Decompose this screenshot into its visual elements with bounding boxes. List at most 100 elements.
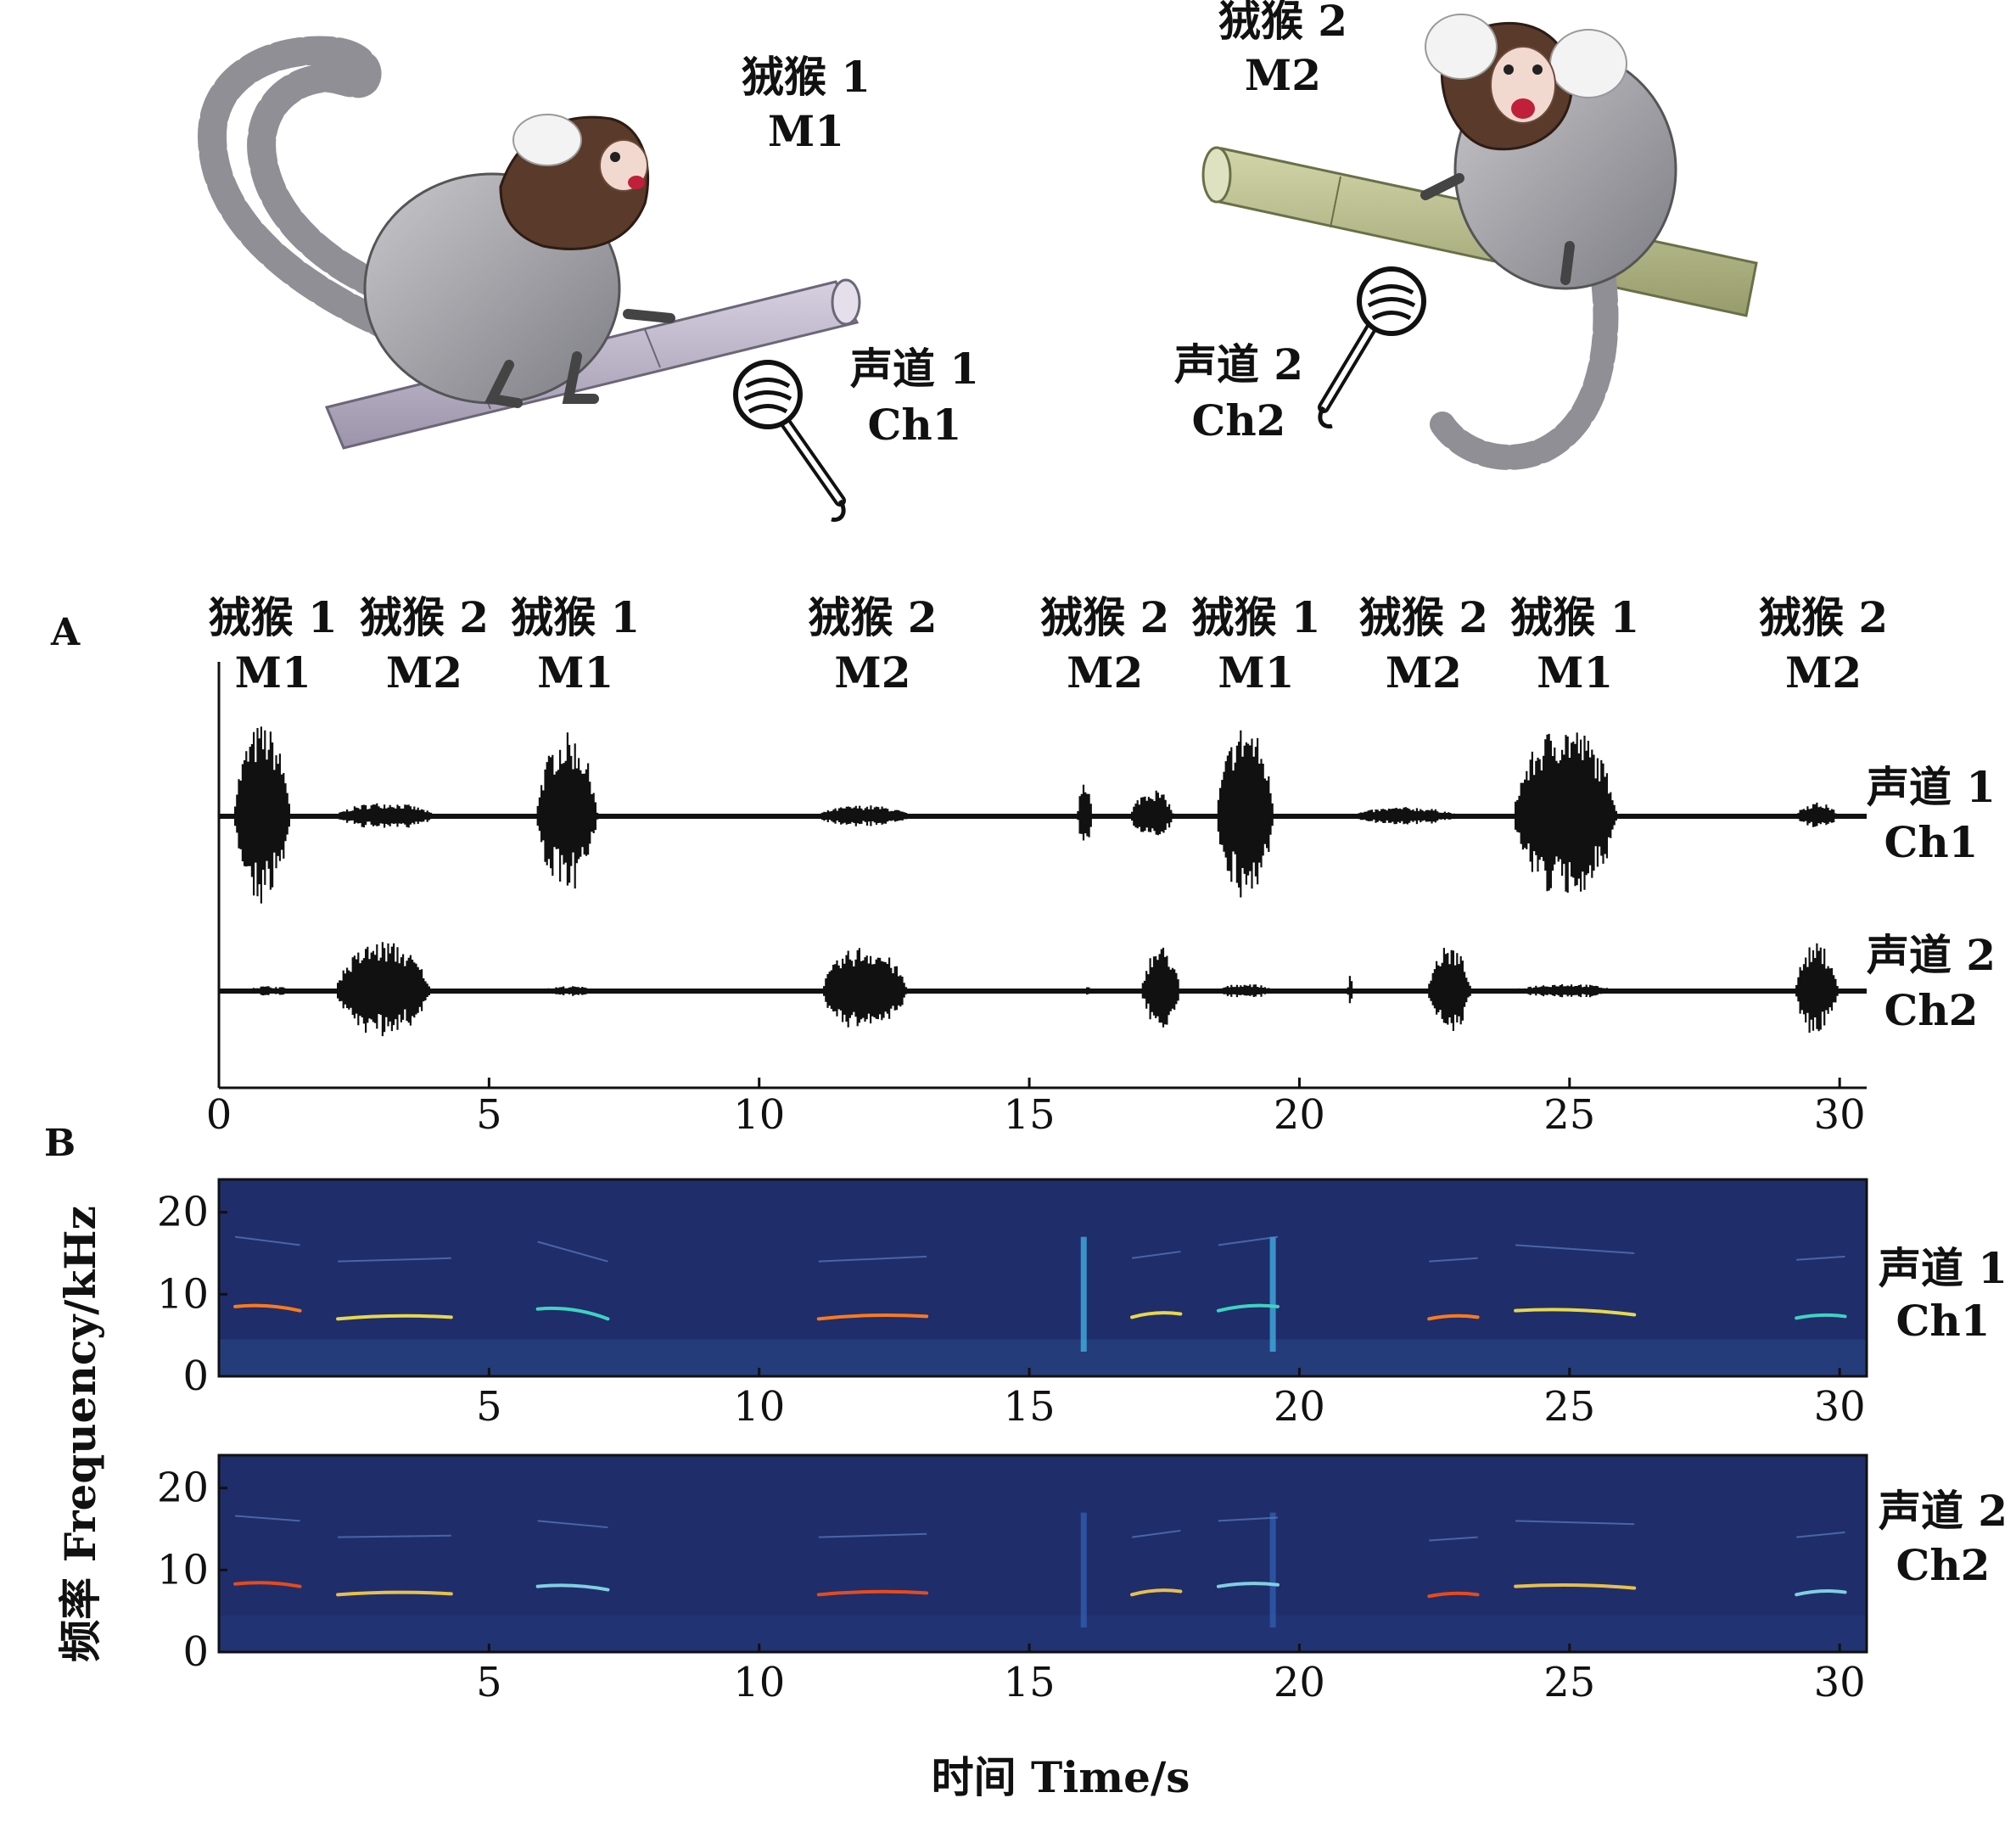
call-harmonic-8 — [1796, 1255, 1845, 1261]
panel-a-x-tick-15: 15 — [1004, 1091, 1056, 1139]
monkey-2-code: M2 — [1245, 50, 1321, 100]
call-contour-1 — [336, 1313, 453, 1321]
call-burst-4 — [1082, 987, 1094, 995]
panel-b-x-tick-15: 15 — [1004, 1383, 1056, 1431]
panel-a-x-tick-5: 5 — [476, 1091, 502, 1139]
panel-b-x-tick-30: 30 — [1814, 1659, 1866, 1706]
monkey-2-illustration — [1420, 14, 1677, 470]
call-contour-3 — [816, 1589, 929, 1597]
call-harmonic-5 — [1218, 1516, 1279, 1522]
monkey-2-name: 狨猴 2 — [1218, 0, 1347, 46]
call-harmonic-7 — [1515, 1244, 1635, 1254]
panel-b-x-tick-25: 25 — [1543, 1383, 1595, 1431]
call-contour-4 — [1130, 1311, 1183, 1319]
call-harmonic-0 — [234, 1235, 300, 1246]
call-harmonic-4 — [1131, 1529, 1181, 1538]
panel-b-x-tick-10: 10 — [733, 1659, 785, 1706]
illustration: 狨猴 1 M1 狨猴 2 M2 声道 1 Ch1 声道 2 Ch2 — [197, 0, 1758, 523]
call-harmonic-0 — [235, 1515, 300, 1522]
caller-code-2: M1 — [537, 647, 613, 697]
call-contour-5 — [1216, 1582, 1280, 1588]
call-burst-0 — [234, 726, 300, 904]
monkey-1-code: M1 — [768, 106, 844, 156]
panel-a-ch1-name: 声道 1 — [1867, 762, 1996, 812]
panel-a-x-tick-20: 20 — [1274, 1091, 1325, 1139]
call-burst-4 — [1077, 784, 1095, 841]
broadband-transient-0 — [1080, 1512, 1087, 1627]
waveform-ch2 — [219, 942, 1867, 1037]
call-burst-1 — [337, 942, 445, 1037]
call-contour-6 — [1427, 1591, 1480, 1599]
call-contour-7 — [1514, 1308, 1637, 1317]
call-contour-7 — [1514, 1583, 1637, 1590]
panel-a-label: A — [50, 611, 81, 654]
broadband-transient-1 — [1269, 1236, 1276, 1352]
call-contour-8 — [1795, 1313, 1847, 1320]
caller-name-8: 狨猴 2 — [1759, 592, 1888, 642]
caller-name-4: 狨猴 2 — [1040, 592, 1169, 642]
caller-code-5: M1 — [1218, 647, 1294, 697]
caller-name-6: 狨猴 2 — [1359, 592, 1488, 642]
call-contour-2 — [535, 1583, 610, 1592]
panel-b-y-tick-10: 10 — [157, 1546, 209, 1594]
panel-a-x-tick-30: 30 — [1814, 1091, 1866, 1139]
call-burst-3 — [817, 805, 927, 826]
call-harmonic-6 — [1429, 1257, 1478, 1263]
panel-a-x-tick-0: 0 — [206, 1091, 232, 1139]
panel-b-x-label: 时间 Time/s — [932, 1752, 1190, 1802]
call-burst-8 — [1515, 732, 1634, 893]
caller-name-5: 狨猴 1 — [1191, 592, 1320, 642]
mic-2-code: Ch2 — [1192, 395, 1286, 445]
panel-b-y-label: 频率 Frequency/kHz — [55, 1206, 105, 1662]
call-burst-5 — [1141, 947, 1187, 1028]
caller-name-7: 狨猴 1 — [1510, 592, 1639, 642]
caller-code-4: M2 — [1067, 647, 1143, 697]
panel-b-ch1-name: 声道 1 — [1879, 1243, 2008, 1293]
call-harmonic-3 — [818, 1255, 927, 1263]
waveforms — [219, 726, 1867, 1037]
panel-b-y-tick-20: 20 — [157, 1465, 209, 1512]
call-burst-3 — [823, 948, 922, 1028]
mic-2-name: 声道 2 — [1174, 339, 1303, 389]
panel-b-ch1-code: Ch1 — [1896, 1296, 1991, 1346]
waveform-ch1 — [219, 726, 1867, 904]
panel-b-ch2-name: 声道 2 — [1879, 1486, 2008, 1536]
microphone-2-icon — [1318, 266, 1426, 429]
call-burst-9 — [1795, 802, 1846, 827]
call-contour-4 — [1130, 1588, 1183, 1597]
panel-b-ch2-code: Ch2 — [1896, 1540, 1991, 1590]
panel-b-x-tick-5: 5 — [476, 1383, 502, 1431]
microphone-1-icon — [733, 360, 846, 523]
caller-code-8: M2 — [1785, 647, 1862, 697]
monkey-1-illustration — [197, 36, 675, 408]
broadband-transient-1 — [1269, 1512, 1276, 1627]
call-harmonic-2 — [537, 1241, 608, 1263]
call-harmonic-7 — [1515, 1520, 1635, 1526]
call-burst-2 — [536, 732, 608, 889]
call-contour-5 — [1216, 1303, 1280, 1313]
panel-b-x-tick-15: 15 — [1004, 1659, 1056, 1706]
panel-a-ch2-name: 声道 2 — [1867, 930, 1996, 980]
panel-b-y-tick-0: 0 — [182, 1628, 209, 1676]
mic-1-name: 声道 1 — [850, 344, 979, 394]
caller-code-6: M2 — [1386, 647, 1462, 697]
spectrogram-ch2: 0 10 20 5 10 15 20 25 30 — [157, 1454, 1868, 1706]
panel-b-x-tick-10: 10 — [733, 1383, 785, 1431]
call-contour-3 — [816, 1313, 929, 1321]
call-burst-5 — [1131, 790, 1182, 836]
mic-1-code: Ch1 — [868, 400, 962, 450]
caller-name-1: 狨猴 2 — [360, 592, 489, 642]
panel-b-y-tick-0: 0 — [182, 1353, 209, 1400]
call-burst-6 — [1217, 730, 1283, 898]
spectrograms: 0 10 20 5 10 15 20 25 30 0 10 20 5 10 15 20 25 30 — [157, 1178, 1868, 1706]
call-contour-8 — [1795, 1588, 1847, 1597]
call-contour-6 — [1427, 1313, 1480, 1321]
caller-code-0: M1 — [235, 647, 311, 697]
panel-b-x-tick-20: 20 — [1274, 1659, 1325, 1706]
call-burst-7 — [1352, 807, 1478, 825]
call-harmonic-3 — [818, 1532, 927, 1538]
panel-b-y-tick-10: 10 — [157, 1270, 209, 1318]
call-contour-0 — [233, 1303, 302, 1313]
monkey-1-name: 狨猴 1 — [742, 52, 871, 102]
